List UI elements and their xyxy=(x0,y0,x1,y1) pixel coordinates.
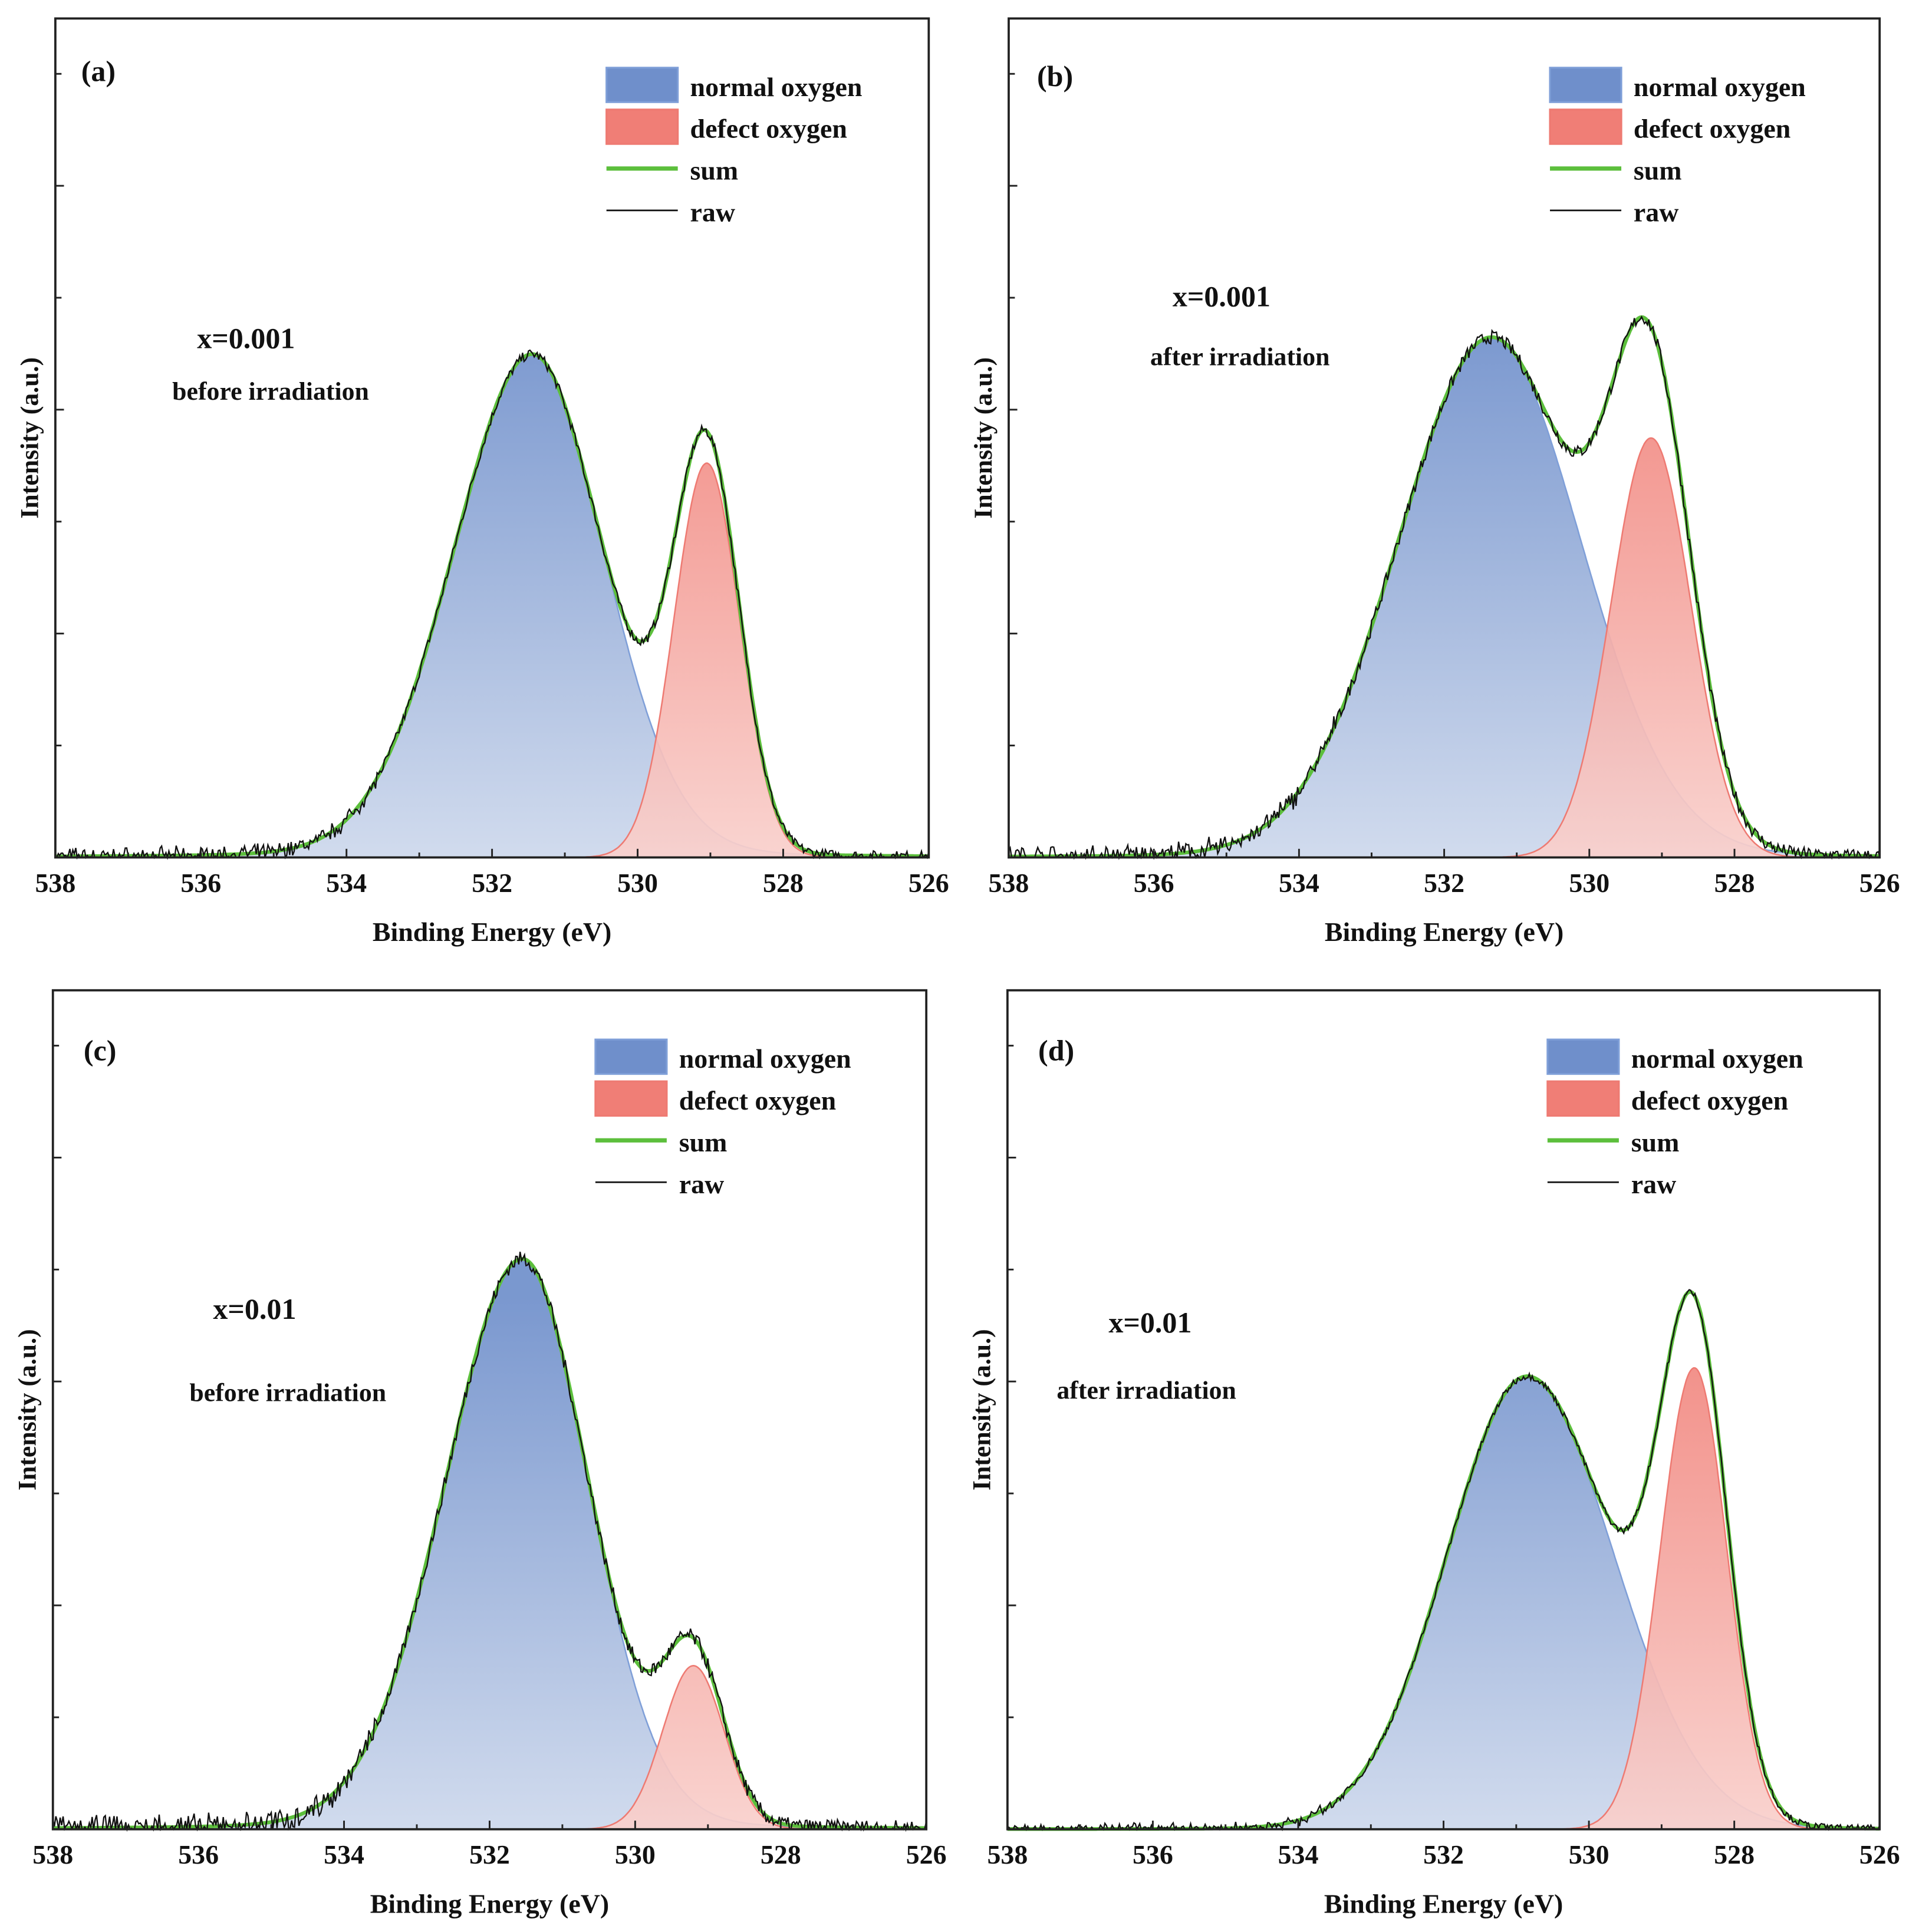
composition-label: x=0.01 xyxy=(213,1292,296,1325)
y-axis-label: Intensity (a.u.) xyxy=(968,1329,996,1490)
composition-label: x=0.001 xyxy=(1173,280,1270,313)
legend-label: defect oxygen xyxy=(1631,1085,1788,1115)
condition-label: after irradiation xyxy=(1056,1376,1236,1404)
x-tick-label: 526 xyxy=(906,1839,947,1870)
composition-label: x=0.001 xyxy=(197,322,295,355)
panel-a: 538 536 534 532 530 528 526 Binding Energy (eV)… xyxy=(16,17,949,947)
y-axis-label: Intensity (a.u.) xyxy=(969,357,998,519)
legend-swatch-normal xyxy=(1546,1038,1620,1075)
x-tick-label: 534 xyxy=(326,868,367,898)
x-tick-label: 538 xyxy=(35,868,75,898)
condition-label: before irradiation xyxy=(172,377,369,406)
normal-oxygen-area xyxy=(52,1258,927,1830)
x-tick-label: 534 xyxy=(324,1839,364,1870)
panel-label: (c) xyxy=(84,1034,117,1067)
legend-label: normal oxygen xyxy=(690,72,863,102)
legend-swatch-defect xyxy=(605,108,679,145)
legend-label: sum xyxy=(1634,156,1682,186)
x-tick-label: 526 xyxy=(1859,1839,1900,1870)
panel-label: (d) xyxy=(1038,1034,1074,1067)
composition-label: x=0.01 xyxy=(1108,1306,1191,1339)
x-tick-label: 530 xyxy=(615,1839,656,1870)
legend-swatch-defect xyxy=(594,1080,668,1117)
x-tick-label: 528 xyxy=(763,868,804,898)
x-tick-label: 534 xyxy=(1279,868,1319,898)
condition-label: before irradiation xyxy=(189,1379,386,1407)
legend-label: normal oxygen xyxy=(1631,1044,1803,1074)
legend-swatch-normal xyxy=(1549,67,1622,103)
legend-label: raw xyxy=(690,198,735,228)
legend-label: defect oxygen xyxy=(1634,114,1790,144)
x-tick-label: 536 xyxy=(1133,1839,1173,1870)
legend: normal oxygen defect oxygen sum raw xyxy=(605,67,863,228)
panel-c: 538 536 534 532 530 528 526 Binding Energy (eV)… xyxy=(14,989,947,1919)
panel-b: 538 536 534 532 530 528 526 Binding Energy (eV)… xyxy=(969,17,1900,947)
legend-label: defect oxygen xyxy=(679,1085,836,1115)
x-tick-label: 538 xyxy=(987,1839,1028,1870)
x-tick-label: 536 xyxy=(178,1839,219,1870)
legend-swatch-defect xyxy=(1546,1080,1620,1117)
x-tick-label: 530 xyxy=(1569,1839,1609,1870)
legend-label: normal oxygen xyxy=(679,1044,851,1074)
y-axis-label: Intensity (a.u.) xyxy=(14,1329,42,1490)
x-tick-label: 528 xyxy=(1714,868,1755,898)
x-tick-label: 538 xyxy=(32,1839,73,1870)
legend: normal oxygen defect oxygen sum raw xyxy=(594,1038,851,1199)
x-tick-label: 534 xyxy=(1278,1839,1319,1870)
x-tick-label: 538 xyxy=(989,868,1029,898)
normal-oxygen-area xyxy=(1008,336,1881,858)
x-axis-label: Binding Energy (eV) xyxy=(1324,1889,1563,1919)
legend-label: sum xyxy=(690,156,739,186)
y-axis-label: Intensity (a.u.) xyxy=(16,357,44,519)
x-axis-label: Binding Energy (eV) xyxy=(370,1889,609,1919)
x-tick-label: 528 xyxy=(1714,1839,1755,1870)
legend-label: raw xyxy=(1634,198,1678,228)
panel-d: 538 536 534 532 530 528 526 Binding Energy (eV)… xyxy=(968,989,1900,1919)
legend: normal oxygen defect oxygen sum raw xyxy=(1546,1038,1803,1199)
legend-label: sum xyxy=(679,1127,728,1157)
x-tick-label: 532 xyxy=(469,1839,510,1870)
normal-oxygen-area xyxy=(54,353,930,858)
x-tick-label: 532 xyxy=(1423,1839,1464,1870)
x-tick-label: 532 xyxy=(472,868,512,898)
legend-label: defect oxygen xyxy=(690,114,847,144)
x-tick-label: 530 xyxy=(1569,868,1609,898)
x-tick-label: 528 xyxy=(761,1839,801,1870)
legend: normal oxygen defect oxygen sum raw xyxy=(1549,67,1806,228)
x-tick-label: 536 xyxy=(1134,868,1174,898)
legend-swatch-defect xyxy=(1549,108,1622,145)
legend-label: sum xyxy=(1631,1127,1680,1157)
x-tick-label: 526 xyxy=(1859,868,1900,898)
legend-label: raw xyxy=(679,1169,724,1199)
condition-label: after irradiation xyxy=(1150,343,1329,371)
legend-label: raw xyxy=(1631,1169,1676,1199)
x-tick-label: 532 xyxy=(1424,868,1464,898)
legend-swatch-normal xyxy=(594,1038,668,1075)
x-axis-label: Binding Energy (eV) xyxy=(373,917,611,947)
x-tick-label: 530 xyxy=(617,868,658,898)
panel-label: (b) xyxy=(1037,60,1073,93)
panel-label: (a) xyxy=(81,55,116,88)
x-axis-label: Binding Energy (eV) xyxy=(1325,917,1563,947)
x-tick-label: 526 xyxy=(909,868,949,898)
raw-line xyxy=(55,349,930,860)
legend-label: normal oxygen xyxy=(1634,72,1806,102)
x-tick-label: 536 xyxy=(180,868,221,898)
legend-swatch-normal xyxy=(605,67,679,103)
